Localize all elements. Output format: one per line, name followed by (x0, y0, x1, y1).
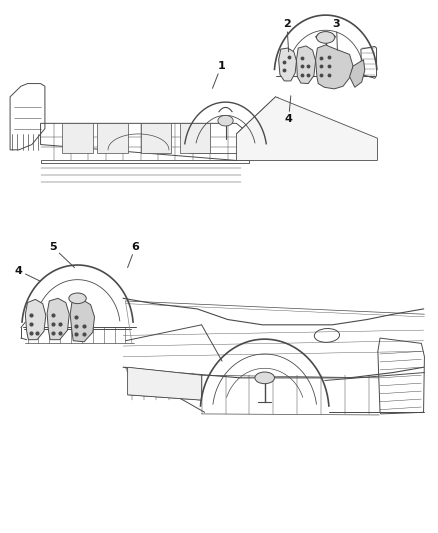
Text: 4: 4 (285, 96, 293, 124)
Ellipse shape (255, 372, 275, 384)
Polygon shape (279, 48, 297, 81)
Polygon shape (297, 46, 316, 84)
Polygon shape (70, 300, 95, 342)
Polygon shape (316, 45, 353, 89)
Polygon shape (127, 367, 201, 400)
Text: 1: 1 (212, 61, 225, 88)
Polygon shape (62, 123, 93, 152)
Polygon shape (97, 123, 127, 152)
Polygon shape (25, 300, 46, 340)
Polygon shape (237, 97, 378, 160)
Text: 5: 5 (49, 242, 74, 268)
Polygon shape (350, 60, 365, 87)
Ellipse shape (218, 115, 233, 126)
Ellipse shape (317, 31, 335, 43)
Polygon shape (141, 123, 171, 152)
Text: 4: 4 (15, 266, 41, 281)
Polygon shape (47, 298, 69, 340)
Text: 2: 2 (283, 19, 291, 52)
Text: 6: 6 (127, 242, 139, 268)
Ellipse shape (69, 293, 86, 304)
Polygon shape (180, 123, 210, 152)
Text: 3: 3 (333, 19, 340, 50)
